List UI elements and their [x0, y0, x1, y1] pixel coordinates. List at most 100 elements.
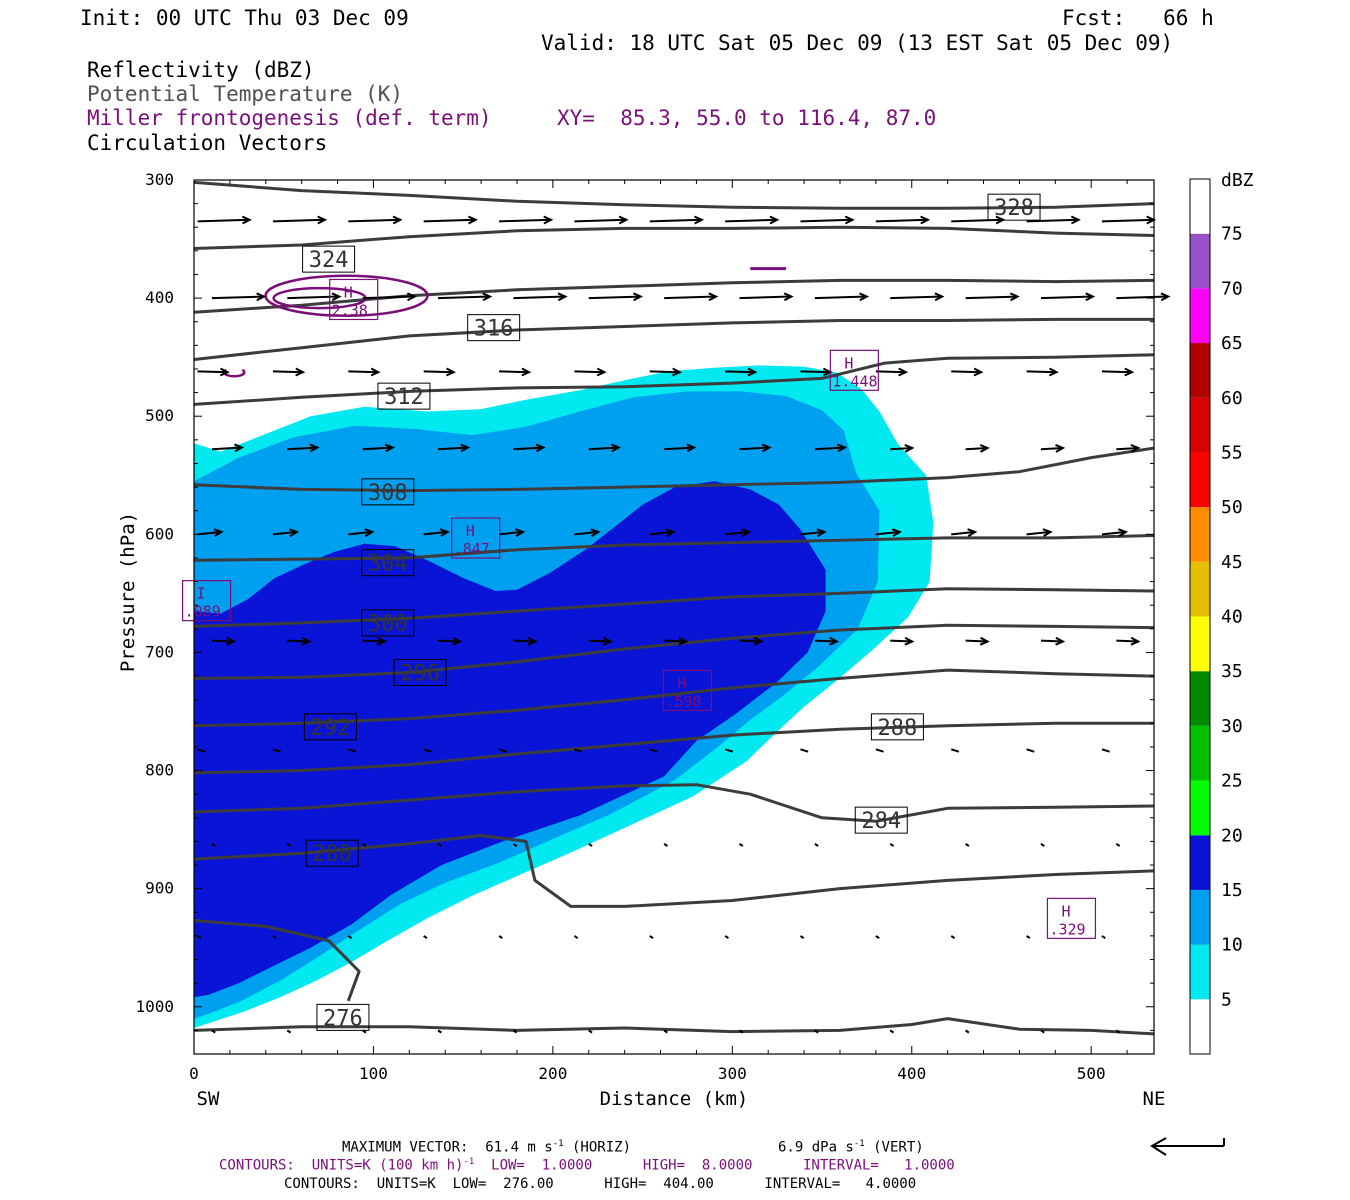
x-tick-label: 100 — [359, 1064, 388, 1083]
init-time: Init: 00 UTC Thu 03 Dec 09 — [80, 6, 409, 30]
svg-text:.329: .329 — [1049, 920, 1085, 938]
circulation-vector — [287, 443, 320, 453]
circulation-vector — [890, 636, 915, 646]
circulation-vector — [1116, 636, 1141, 646]
circulation-vector — [1116, 292, 1171, 302]
colorbar-swatch — [1190, 780, 1210, 836]
circulation-vector — [512, 842, 518, 847]
x-tick-label: 500 — [1077, 1064, 1106, 1083]
circulation-vector — [423, 935, 428, 939]
circulation-vector — [423, 367, 456, 377]
circulation-vector — [1040, 842, 1045, 847]
circulation-vector — [362, 443, 395, 453]
svg-text:312: 312 — [384, 385, 424, 410]
svg-text:1.448: 1.448 — [832, 372, 877, 390]
theta-label-292: 292 — [303, 713, 357, 741]
field-circulation-vectors: Circulation Vectors — [87, 131, 328, 155]
circulation-vector — [348, 528, 375, 537]
fronto-max-.598: H.598 — [662, 669, 713, 712]
circulation-vector — [649, 748, 658, 753]
circulation-vector — [211, 842, 216, 847]
circulation-vector — [498, 528, 526, 537]
circulation-vector — [272, 528, 300, 537]
colorbar-label: 45 — [1221, 552, 1243, 573]
circulation-vector — [437, 1029, 442, 1034]
colorbar-label: 20 — [1221, 825, 1243, 846]
circulation-vector — [286, 842, 292, 847]
circulation-vector — [800, 528, 827, 537]
circulation-vector — [1026, 748, 1035, 753]
circulation-vector — [950, 748, 960, 753]
x-tick-label: 400 — [897, 1064, 926, 1083]
theta-contour-324 — [194, 225, 1154, 250]
circulation-vector — [197, 935, 202, 939]
theta-contour-unlabeled-14 — [194, 1017, 1154, 1036]
circulation-vector — [287, 292, 342, 302]
fronto-contour-outer — [264, 274, 429, 317]
colorbar-label: 25 — [1221, 771, 1243, 792]
colorbar-swatch — [1190, 507, 1210, 562]
theta-label-304: 304 — [361, 549, 415, 577]
reference-vector-arrow — [1150, 1137, 1225, 1156]
x-tick-label: 0 — [189, 1064, 199, 1083]
circulation-vector — [875, 748, 884, 753]
svg-text:304: 304 — [368, 552, 408, 577]
svg-text:276: 276 — [323, 1006, 363, 1031]
circulation-vector — [362, 636, 387, 646]
svg-text:.089: .089 — [185, 603, 221, 621]
y-tick-label: 1000 — [135, 997, 174, 1016]
circulation-vector — [499, 367, 532, 377]
y-tick-label: 500 — [145, 406, 174, 425]
theta-contour-280 — [194, 834, 1154, 908]
reflectivity-area-15dbz — [194, 481, 826, 998]
circulation-vector — [875, 367, 909, 377]
theta-label-328: 328 — [987, 193, 1041, 221]
circulation-vector — [1115, 1029, 1121, 1034]
circulation-vector — [951, 528, 978, 537]
circulation-vector — [423, 748, 432, 753]
circulation-vector — [649, 528, 676, 537]
circulation-vector — [588, 443, 622, 453]
circulation-vector — [965, 444, 990, 453]
circulation-vector — [574, 215, 629, 225]
colorbar-swatch — [1190, 889, 1210, 945]
theta-label-280: 280 — [305, 839, 359, 867]
circulation-vector — [588, 636, 614, 646]
svg-text:296: 296 — [400, 662, 440, 687]
colorbar-label: 40 — [1221, 607, 1243, 628]
circulation-vector — [725, 528, 752, 537]
circulation-vector — [197, 215, 252, 225]
circulation-vector — [286, 1029, 292, 1034]
circulation-vector — [347, 935, 353, 939]
circulation-vector — [814, 443, 848, 453]
circulation-vector — [1040, 292, 1096, 302]
circulation-vector — [1040, 1029, 1045, 1034]
circulation-vector — [724, 935, 730, 939]
circulation-vector — [814, 292, 870, 302]
circulation-vector — [1101, 748, 1110, 753]
circulation-vector — [1101, 215, 1157, 225]
svg-text:.598: .598 — [665, 692, 701, 710]
circulation-vector — [739, 443, 772, 453]
circulation-vector — [965, 1029, 970, 1034]
circulation-vector — [574, 367, 607, 377]
svg-text:288: 288 — [878, 716, 918, 741]
theta-contour-316 — [194, 278, 1154, 314]
circulation-vector — [211, 292, 267, 302]
colorbar-swatch — [1190, 616, 1210, 672]
circulation-vector — [875, 935, 880, 939]
colorbar-swatch — [1190, 288, 1210, 344]
circulation-vector — [498, 935, 503, 939]
circulation-vector — [739, 292, 794, 302]
circulation-vector — [588, 292, 644, 302]
circulation-vector — [814, 1029, 819, 1034]
sw-end-label: SW — [197, 1088, 220, 1110]
colorbar-frame — [1189, 178, 1211, 1055]
y-axis-title: Pressure (hPa) — [117, 512, 139, 672]
y-tick-label: 400 — [145, 288, 174, 307]
circulation-vector — [739, 636, 764, 646]
circulation-vector — [423, 215, 478, 225]
theta-contour-276 — [194, 919, 361, 1002]
circulation-vector — [664, 636, 689, 646]
